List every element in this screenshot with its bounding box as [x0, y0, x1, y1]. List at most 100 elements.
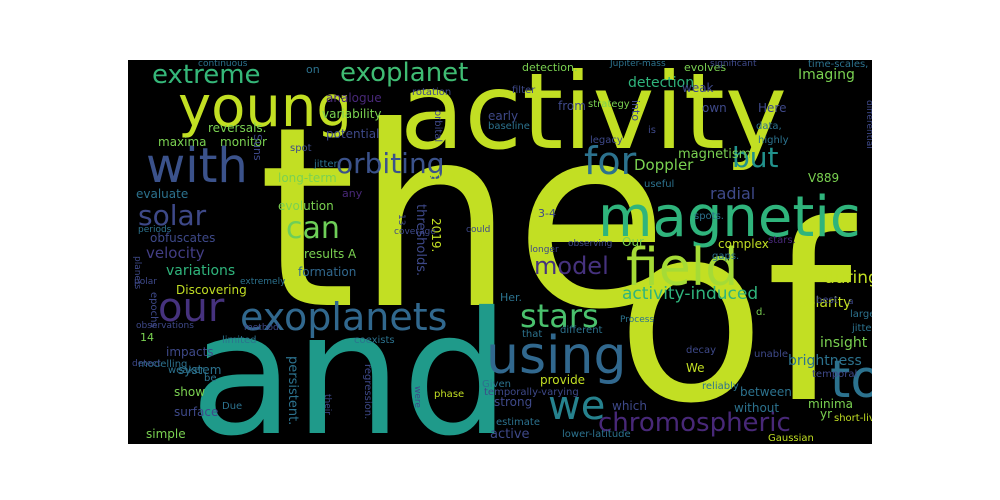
word: differential	[864, 100, 872, 149]
word: activity	[400, 60, 788, 173]
word: stars.	[768, 235, 796, 246]
word: long-term	[278, 171, 337, 185]
word: solar	[138, 199, 207, 232]
word: yr	[820, 407, 833, 421]
word-cloud: the of and activity magnetic young using…	[128, 60, 872, 444]
word: jitter,	[314, 159, 341, 170]
word: evaluate	[136, 187, 189, 201]
word: unable	[754, 349, 789, 360]
word: reliably	[702, 381, 739, 392]
word: Gaussian	[768, 433, 814, 444]
word: Discovering	[176, 283, 247, 297]
word: orbital	[432, 110, 443, 143]
word: during	[824, 268, 872, 288]
word: young	[178, 75, 352, 140]
word: evolves	[684, 61, 727, 74]
word: method	[244, 323, 279, 333]
word: modelling	[138, 359, 188, 370]
word: extremely	[240, 277, 286, 287]
word: formation	[298, 265, 357, 279]
word: detection	[628, 75, 695, 91]
word: were	[412, 386, 422, 408]
word: but	[732, 141, 779, 174]
word: Here	[758, 101, 787, 115]
word: phase	[434, 389, 465, 400]
word: Suns	[251, 134, 264, 161]
word: gaps.	[712, 251, 740, 262]
word: on	[306, 63, 320, 76]
word: 2019.	[429, 218, 443, 253]
word: to	[830, 350, 872, 410]
word: minima	[808, 397, 854, 411]
word: field	[626, 238, 739, 298]
word: longer	[530, 245, 559, 255]
word: limited	[222, 335, 257, 346]
word: jitter	[852, 323, 872, 334]
word: weak	[682, 81, 714, 95]
word: provide	[540, 373, 586, 387]
word: reversals.	[208, 121, 267, 135]
word: potential	[326, 127, 380, 141]
word: any	[342, 187, 363, 200]
word: 2004	[426, 171, 457, 185]
word: spot	[290, 143, 312, 154]
word: variations	[166, 263, 236, 279]
word: observing	[568, 239, 613, 249]
word: significant	[710, 60, 757, 69]
word: surface	[174, 405, 219, 419]
word: Imaging	[798, 67, 855, 83]
word: extreme	[152, 60, 261, 90]
word: polarity	[798, 295, 852, 311]
word: maxima	[158, 135, 207, 149]
word: short-lived	[834, 413, 872, 424]
word: coverage	[394, 227, 436, 237]
word: decay	[686, 345, 717, 356]
word: epochs	[148, 292, 159, 328]
word: detect	[132, 359, 161, 369]
word: highly	[758, 135, 789, 146]
word: a	[848, 297, 854, 307]
word: magnetic	[598, 185, 861, 250]
word: V889	[808, 171, 840, 185]
word: coexists	[354, 335, 395, 346]
word: our	[158, 285, 225, 331]
word: map	[473, 238, 486, 263]
word: activity-induced	[622, 284, 759, 304]
word: spots.	[694, 211, 724, 222]
word: using	[486, 326, 627, 386]
word: filter	[512, 85, 536, 96]
word: results A	[304, 247, 357, 261]
word: impacts	[166, 345, 214, 359]
word: brightness	[788, 353, 862, 369]
word: into	[629, 100, 642, 122]
word: active	[490, 427, 530, 442]
word: analogue	[326, 91, 382, 105]
word: own	[702, 101, 727, 115]
word: Our	[622, 235, 644, 249]
word: without	[734, 401, 780, 415]
word: could	[466, 225, 491, 235]
word: We	[686, 361, 705, 375]
word: continuous	[198, 60, 248, 69]
word: polar	[134, 277, 157, 287]
word: data,	[756, 121, 782, 132]
word: chromospheric	[598, 408, 791, 438]
word: simple	[146, 427, 186, 441]
word: rotation	[412, 87, 452, 98]
word: stars	[520, 297, 599, 335]
word: best	[816, 295, 838, 306]
word: regression.	[362, 364, 373, 420]
word: 13	[396, 214, 406, 226]
word: Process	[620, 315, 655, 325]
word: persistent.	[285, 356, 300, 426]
word: monitor	[220, 135, 267, 149]
word: useful	[644, 179, 675, 190]
word: show	[174, 385, 206, 399]
word: temporal	[812, 369, 858, 380]
word: lower-latitude	[562, 429, 631, 440]
word: the	[258, 73, 669, 364]
word: d.	[756, 307, 766, 318]
word: Given	[482, 379, 511, 390]
word: which	[612, 399, 647, 413]
word: magnetism	[678, 147, 752, 162]
